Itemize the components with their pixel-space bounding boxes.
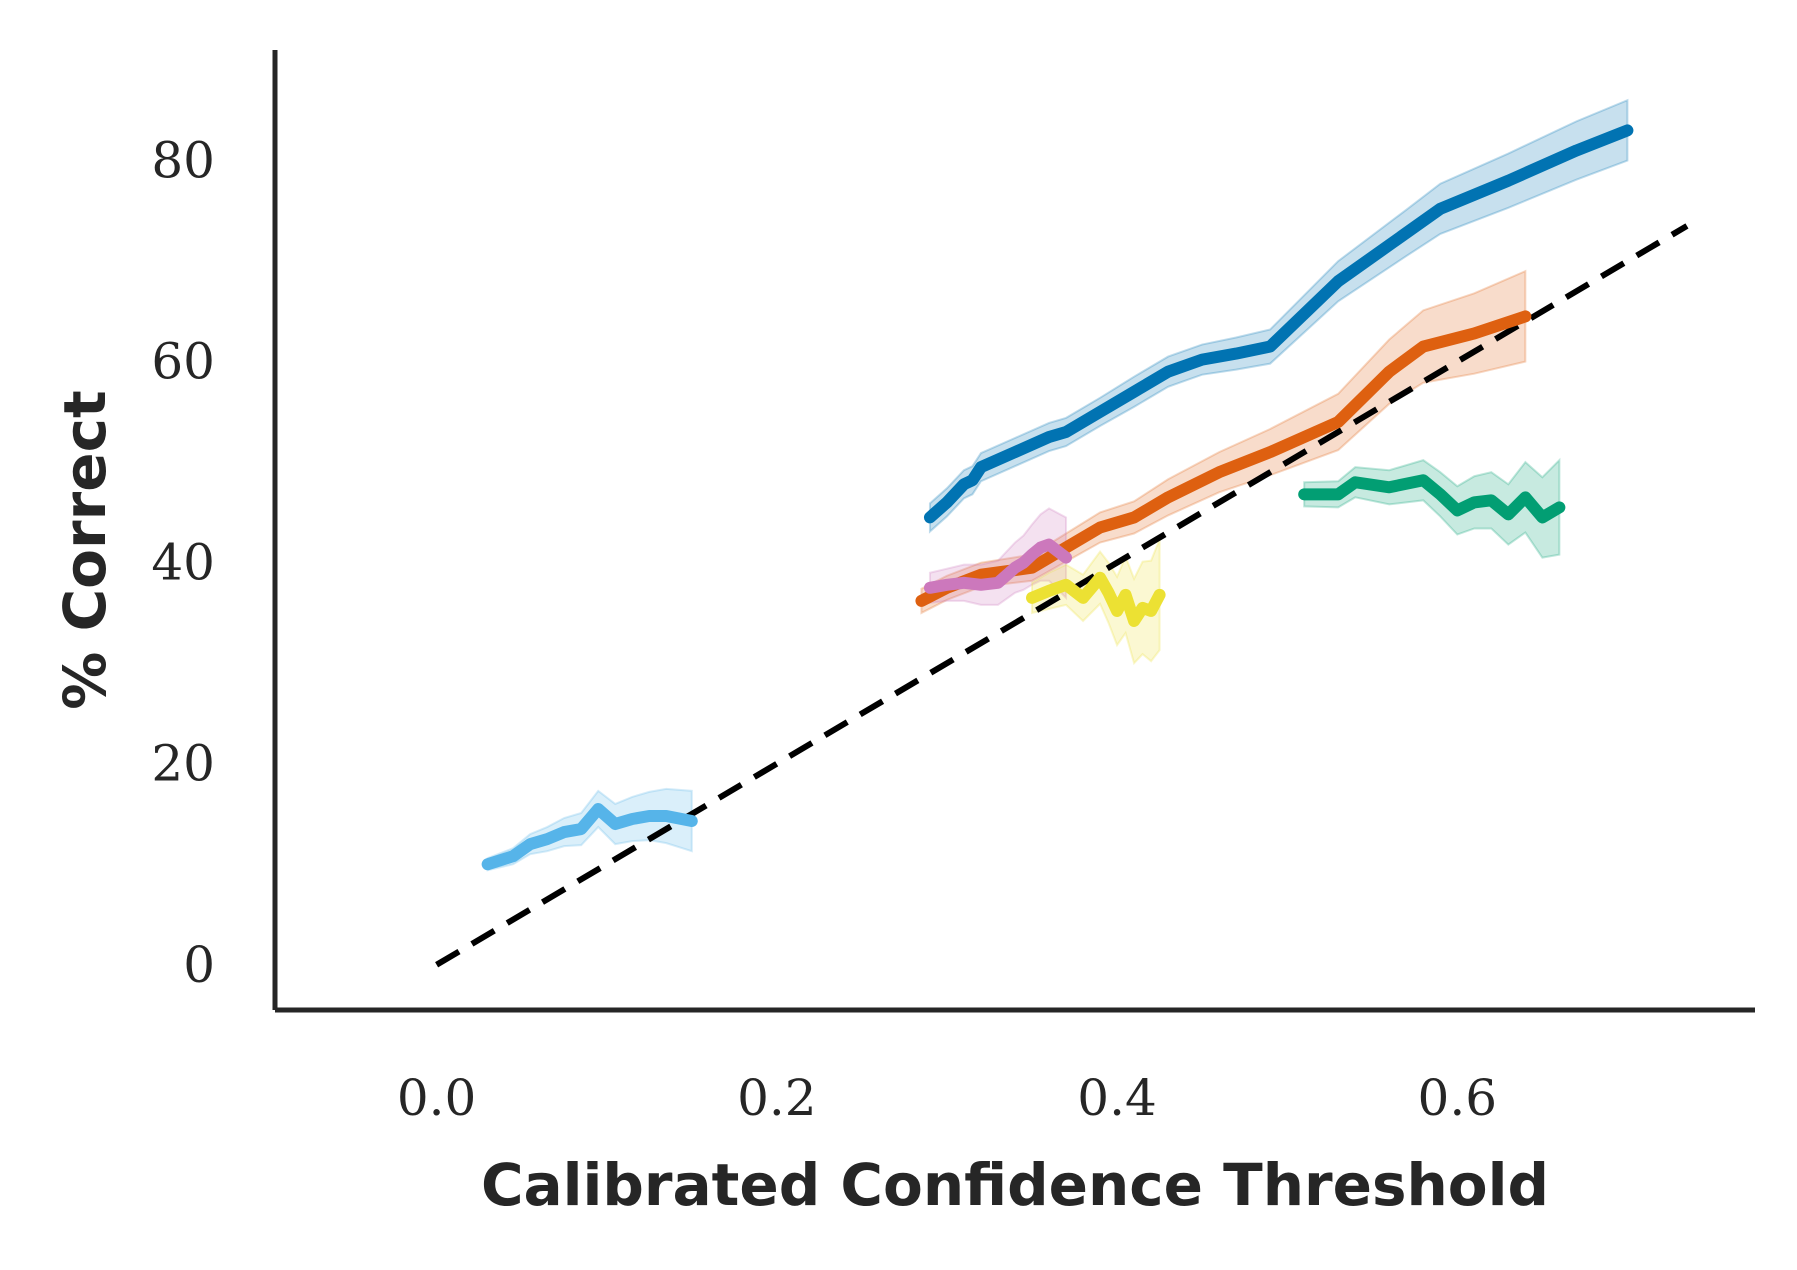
x-tick-label: 0.6 [1418, 1069, 1498, 1127]
x-tick-label: 0.4 [1077, 1069, 1157, 1127]
x-axis-title: Calibrated Confidence Threshold [481, 1151, 1549, 1219]
y-tick-labels: 0 20 40 60 80 [151, 132, 215, 994]
x-tick-label: 0.0 [397, 1069, 477, 1127]
reference-line-group [435, 223, 1689, 968]
y-axis-title: % Correct [51, 390, 119, 709]
series-green-line [1298, 474, 1566, 524]
axes [272, 50, 1755, 1013]
series-yellow-band [1031, 539, 1161, 666]
confidence-bands [486, 98, 1629, 872]
y-tick-label: 60 [151, 333, 215, 391]
y-tick-label: 20 [151, 735, 215, 793]
x-tick-label: 0.2 [737, 1069, 817, 1127]
series-light-blue-band [486, 787, 693, 872]
perfect-calibration-line [435, 223, 1689, 968]
series-light-blue-line [481, 802, 698, 871]
series-yellow-line [1026, 571, 1166, 627]
y-tick-label: 40 [151, 534, 215, 592]
series-lines [481, 124, 1634, 871]
series-pink-line [923, 538, 1073, 594]
series-orange-line [915, 310, 1532, 607]
series-dark-blue-line [923, 124, 1634, 524]
y-tick-label: 80 [151, 132, 215, 190]
x-tick-labels: 0.0 0.2 0.4 0.6 [397, 1069, 1497, 1127]
y-tick-label: 0 [183, 936, 215, 994]
